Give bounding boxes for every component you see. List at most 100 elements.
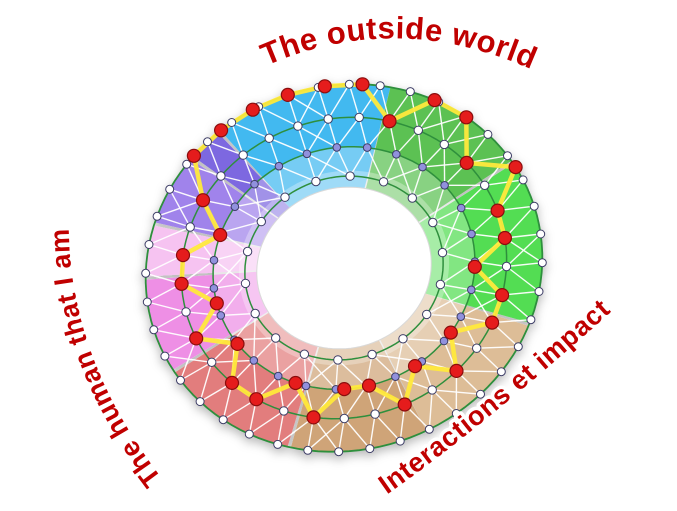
ring-node[interactable] [332,143,342,152]
ring-node[interactable] [333,355,343,365]
ring-node[interactable] [456,312,466,322]
profile-node[interactable] [209,296,224,311]
ring-node[interactable] [334,447,344,457]
profile-node[interactable] [186,148,201,163]
ring-node[interactable] [209,255,219,265]
ring-node[interactable] [182,159,192,169]
ring-node[interactable] [227,118,237,127]
ring-node[interactable] [362,143,372,152]
ring-node[interactable] [483,129,493,139]
ring-node[interactable] [323,114,333,124]
ring-node[interactable] [216,311,226,320]
ring-node[interactable] [271,333,281,343]
ring-node[interactable] [160,351,170,361]
ring-node[interactable] [339,413,349,424]
profile-node[interactable] [443,325,458,340]
ring-node[interactable] [422,309,432,320]
ring-node[interactable] [418,162,427,172]
ring-node[interactable] [250,308,260,319]
ring-node[interactable] [216,171,226,181]
ring-node[interactable] [395,436,405,446]
ring-node[interactable] [299,349,310,359]
profile-node[interactable] [355,77,370,92]
ring-node[interactable] [428,217,438,228]
ring-node[interactable] [256,216,266,227]
ring-node[interactable] [249,356,259,365]
ring-node[interactable] [435,279,446,290]
ring-node[interactable] [424,424,434,434]
ring-node[interactable] [413,125,423,136]
ring-node[interactable] [144,240,154,249]
ring-node[interactable] [279,406,289,416]
profile-node[interactable] [337,382,352,397]
ring-node[interactable] [391,372,400,382]
profile-node[interactable] [175,248,191,263]
profile-node[interactable] [407,359,423,374]
ring-node[interactable] [480,180,490,191]
ring-node[interactable] [365,444,375,454]
ring-node[interactable] [472,343,482,353]
ring-node[interactable] [293,121,303,131]
profile-node[interactable] [508,160,523,175]
ring-node[interactable] [185,222,195,232]
ring-node[interactable] [273,439,283,449]
ring-node[interactable] [230,202,240,211]
ring-node[interactable] [280,192,290,202]
profile-node[interactable] [490,203,505,218]
ring-node[interactable] [274,161,284,171]
ring-node[interactable] [345,171,355,181]
profile-node[interactable] [174,276,189,291]
profile-node[interactable] [245,102,260,117]
profile-node[interactable] [459,155,474,170]
profile-node[interactable] [317,79,332,94]
ring-node[interactable] [152,211,162,221]
ring-node[interactable] [398,334,408,344]
ring-node[interactable] [440,181,449,190]
ring-node[interactable] [375,81,385,91]
profile-node[interactable] [485,315,500,330]
ring-node[interactable] [301,381,311,391]
ring-node[interactable] [529,201,539,211]
ring-node[interactable] [244,429,254,439]
ring-node[interactable] [242,246,253,257]
profile-node[interactable] [195,193,211,208]
profile-node[interactable] [497,230,512,246]
profile-node[interactable] [495,288,510,303]
profile-node[interactable] [467,259,482,274]
ring-node[interactable] [207,357,217,367]
ring-node[interactable] [238,150,248,160]
profile-node[interactable] [397,397,412,412]
ring-node[interactable] [203,137,212,147]
ring-node[interactable] [354,112,364,123]
ring-node[interactable] [344,79,354,89]
profile-node[interactable] [306,410,321,425]
profile-node[interactable] [230,336,245,351]
profile-node[interactable] [288,375,303,391]
ring-node[interactable] [427,385,437,395]
ring-node[interactable] [367,349,377,360]
ring-node[interactable] [165,184,175,194]
ring-node[interactable] [311,176,321,187]
ring-node[interactable] [534,287,544,296]
ring-node[interactable] [181,307,191,317]
profile-node[interactable] [224,375,240,390]
ring-node[interactable] [437,247,448,258]
ring-node[interactable] [370,409,380,419]
ring-node[interactable] [405,87,415,97]
ring-node[interactable] [250,179,259,189]
ring-node[interactable] [195,397,205,407]
profile-node[interactable] [459,110,474,125]
ring-node[interactable] [209,284,219,293]
ring-node[interactable] [176,375,185,385]
ring-node[interactable] [503,151,512,161]
ring-node[interactable] [467,285,476,295]
profile-node[interactable] [449,363,464,378]
ring-node[interactable] [496,367,506,377]
profile-node[interactable] [214,123,229,138]
ring-node[interactable] [240,278,251,289]
profile-node[interactable] [382,114,397,129]
ring-node[interactable] [439,336,449,346]
profile-node[interactable] [213,227,228,243]
ring-node[interactable] [392,150,401,159]
ring-node[interactable] [526,315,536,325]
